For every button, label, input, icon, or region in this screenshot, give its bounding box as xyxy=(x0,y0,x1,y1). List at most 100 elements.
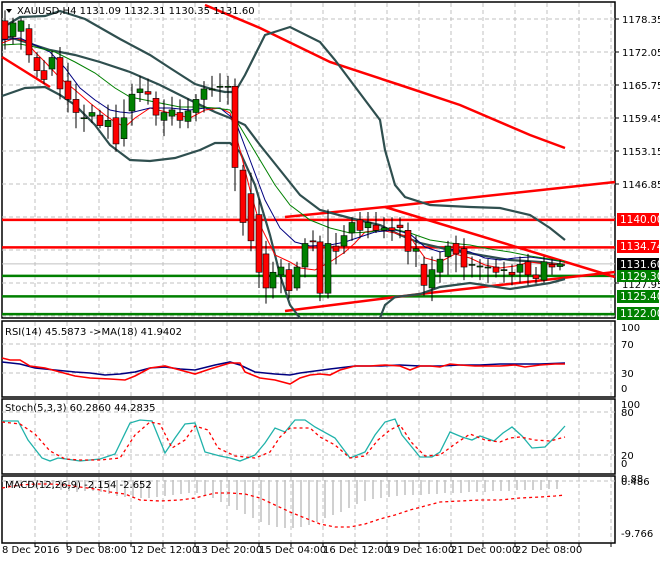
candlestick[interactable] xyxy=(436,251,444,283)
candlestick[interactable] xyxy=(500,261,508,283)
candlestick[interactable] xyxy=(1,10,9,50)
candlestick[interactable] xyxy=(152,91,160,126)
svg-text:8 Dec 2016: 8 Dec 2016 xyxy=(2,545,60,556)
candlestick[interactable] xyxy=(72,83,80,129)
svg-text:1178.35: 1178.35 xyxy=(622,15,660,26)
pane-frame xyxy=(1,398,616,475)
candlestick[interactable] xyxy=(428,256,436,302)
candlestick[interactable] xyxy=(88,104,96,123)
candlestick[interactable] xyxy=(532,267,540,284)
trendline[interactable] xyxy=(384,205,616,279)
macd-signal-line xyxy=(1,483,566,528)
candlestick[interactable] xyxy=(516,256,524,283)
candlestick[interactable] xyxy=(64,62,72,113)
candlestick[interactable] xyxy=(356,212,364,239)
candlestick[interactable] xyxy=(444,240,452,275)
candlestick[interactable] xyxy=(112,104,120,152)
svg-text:1129.30: 1129.30 xyxy=(620,271,660,283)
candlestick[interactable] xyxy=(556,260,564,271)
candlestick[interactable] xyxy=(255,198,263,288)
candlestick[interactable] xyxy=(9,17,17,45)
candlestick[interactable] xyxy=(192,94,200,122)
candlestick[interactable] xyxy=(316,235,324,302)
dropdown-triangle-icon[interactable] xyxy=(6,9,12,13)
candlestick[interactable] xyxy=(80,104,88,132)
candlestick[interactable] xyxy=(144,78,152,105)
candlestick[interactable] xyxy=(309,230,317,252)
candlestick[interactable] xyxy=(25,23,33,63)
candlestick[interactable] xyxy=(208,75,216,97)
candlestick[interactable] xyxy=(301,238,309,278)
candlestick[interactable] xyxy=(224,75,232,105)
moving-average xyxy=(1,37,565,271)
candlestick[interactable] xyxy=(216,73,224,103)
candlestick[interactable] xyxy=(388,217,396,241)
candlestick[interactable] xyxy=(176,99,184,129)
candlestick[interactable] xyxy=(364,212,372,239)
candlestick[interactable] xyxy=(40,60,48,84)
candlestick[interactable] xyxy=(33,52,41,78)
macd-pane[interactable] xyxy=(1,480,566,528)
candlestick[interactable] xyxy=(96,109,104,129)
candlestick[interactable] xyxy=(160,99,168,137)
candlestick[interactable] xyxy=(460,238,468,281)
candlestick[interactable] xyxy=(239,164,247,236)
macd-axis: 0.88 0.486 -9.766 xyxy=(621,474,653,540)
svg-text:1131.60: 1131.60 xyxy=(620,259,660,271)
candlestick[interactable] xyxy=(396,217,404,239)
stochastic-pane[interactable] xyxy=(1,418,566,462)
candlestick[interactable] xyxy=(200,81,208,113)
price-tag-1125-40: 1125.40 xyxy=(617,290,660,303)
candlestick[interactable] xyxy=(348,217,356,241)
candlestick[interactable] xyxy=(524,253,532,286)
candlestick[interactable] xyxy=(548,259,556,275)
candlestick[interactable] xyxy=(324,209,332,299)
candlestick[interactable] xyxy=(48,50,56,76)
svg-text:1122.00: 1122.00 xyxy=(620,308,660,320)
candlestick[interactable] xyxy=(476,259,484,281)
trendline[interactable] xyxy=(204,3,566,150)
candlestick[interactable] xyxy=(56,47,64,100)
trendline[interactable] xyxy=(1,55,51,89)
candlestick[interactable] xyxy=(468,256,476,278)
candlestick[interactable] xyxy=(484,259,492,283)
trendline[interactable] xyxy=(284,270,616,313)
trendline[interactable] xyxy=(284,180,616,219)
candlestick[interactable] xyxy=(269,261,277,299)
candlestick[interactable] xyxy=(492,259,500,278)
rsi-title: RSI(14) 45.5873 ->MA(18) 41.9402 xyxy=(5,327,182,338)
candlestick[interactable] xyxy=(184,98,192,129)
svg-text:80: 80 xyxy=(621,408,634,419)
candlestick[interactable] xyxy=(128,83,136,126)
candlestick[interactable] xyxy=(372,212,380,233)
candlestick[interactable] xyxy=(262,240,270,304)
candlestick[interactable] xyxy=(136,75,144,103)
candlestick[interactable] xyxy=(104,104,112,139)
candlestick[interactable] xyxy=(247,172,255,252)
candlestick[interactable] xyxy=(380,217,388,239)
svg-text:15 Dec 04:00: 15 Dec 04:00 xyxy=(259,545,326,556)
candlestick[interactable] xyxy=(293,261,301,291)
moving-average xyxy=(1,43,566,263)
candlestick[interactable] xyxy=(17,17,25,50)
candlestick[interactable] xyxy=(231,78,239,192)
candlestick[interactable] xyxy=(412,235,420,268)
svg-text:-9.766: -9.766 xyxy=(621,529,653,540)
candlestick[interactable] xyxy=(332,232,340,265)
candlestick[interactable] xyxy=(168,96,176,126)
candlestick[interactable] xyxy=(120,99,128,147)
candlestick[interactable] xyxy=(540,256,548,283)
price-chart-pane[interactable] xyxy=(1,3,616,319)
candlestick[interactable] xyxy=(285,262,293,299)
candlestick[interactable] xyxy=(452,235,460,273)
pane-frame xyxy=(1,1,616,319)
candlestick[interactable] xyxy=(404,222,412,265)
svg-text:1159.45: 1159.45 xyxy=(622,114,660,125)
candlestick[interactable] xyxy=(277,259,285,294)
rsi-pane[interactable] xyxy=(1,357,566,385)
stoch-signal-line xyxy=(1,421,566,461)
candlestick[interactable] xyxy=(340,225,348,254)
candlestick[interactable] xyxy=(420,256,428,296)
candlestick[interactable] xyxy=(508,264,516,286)
